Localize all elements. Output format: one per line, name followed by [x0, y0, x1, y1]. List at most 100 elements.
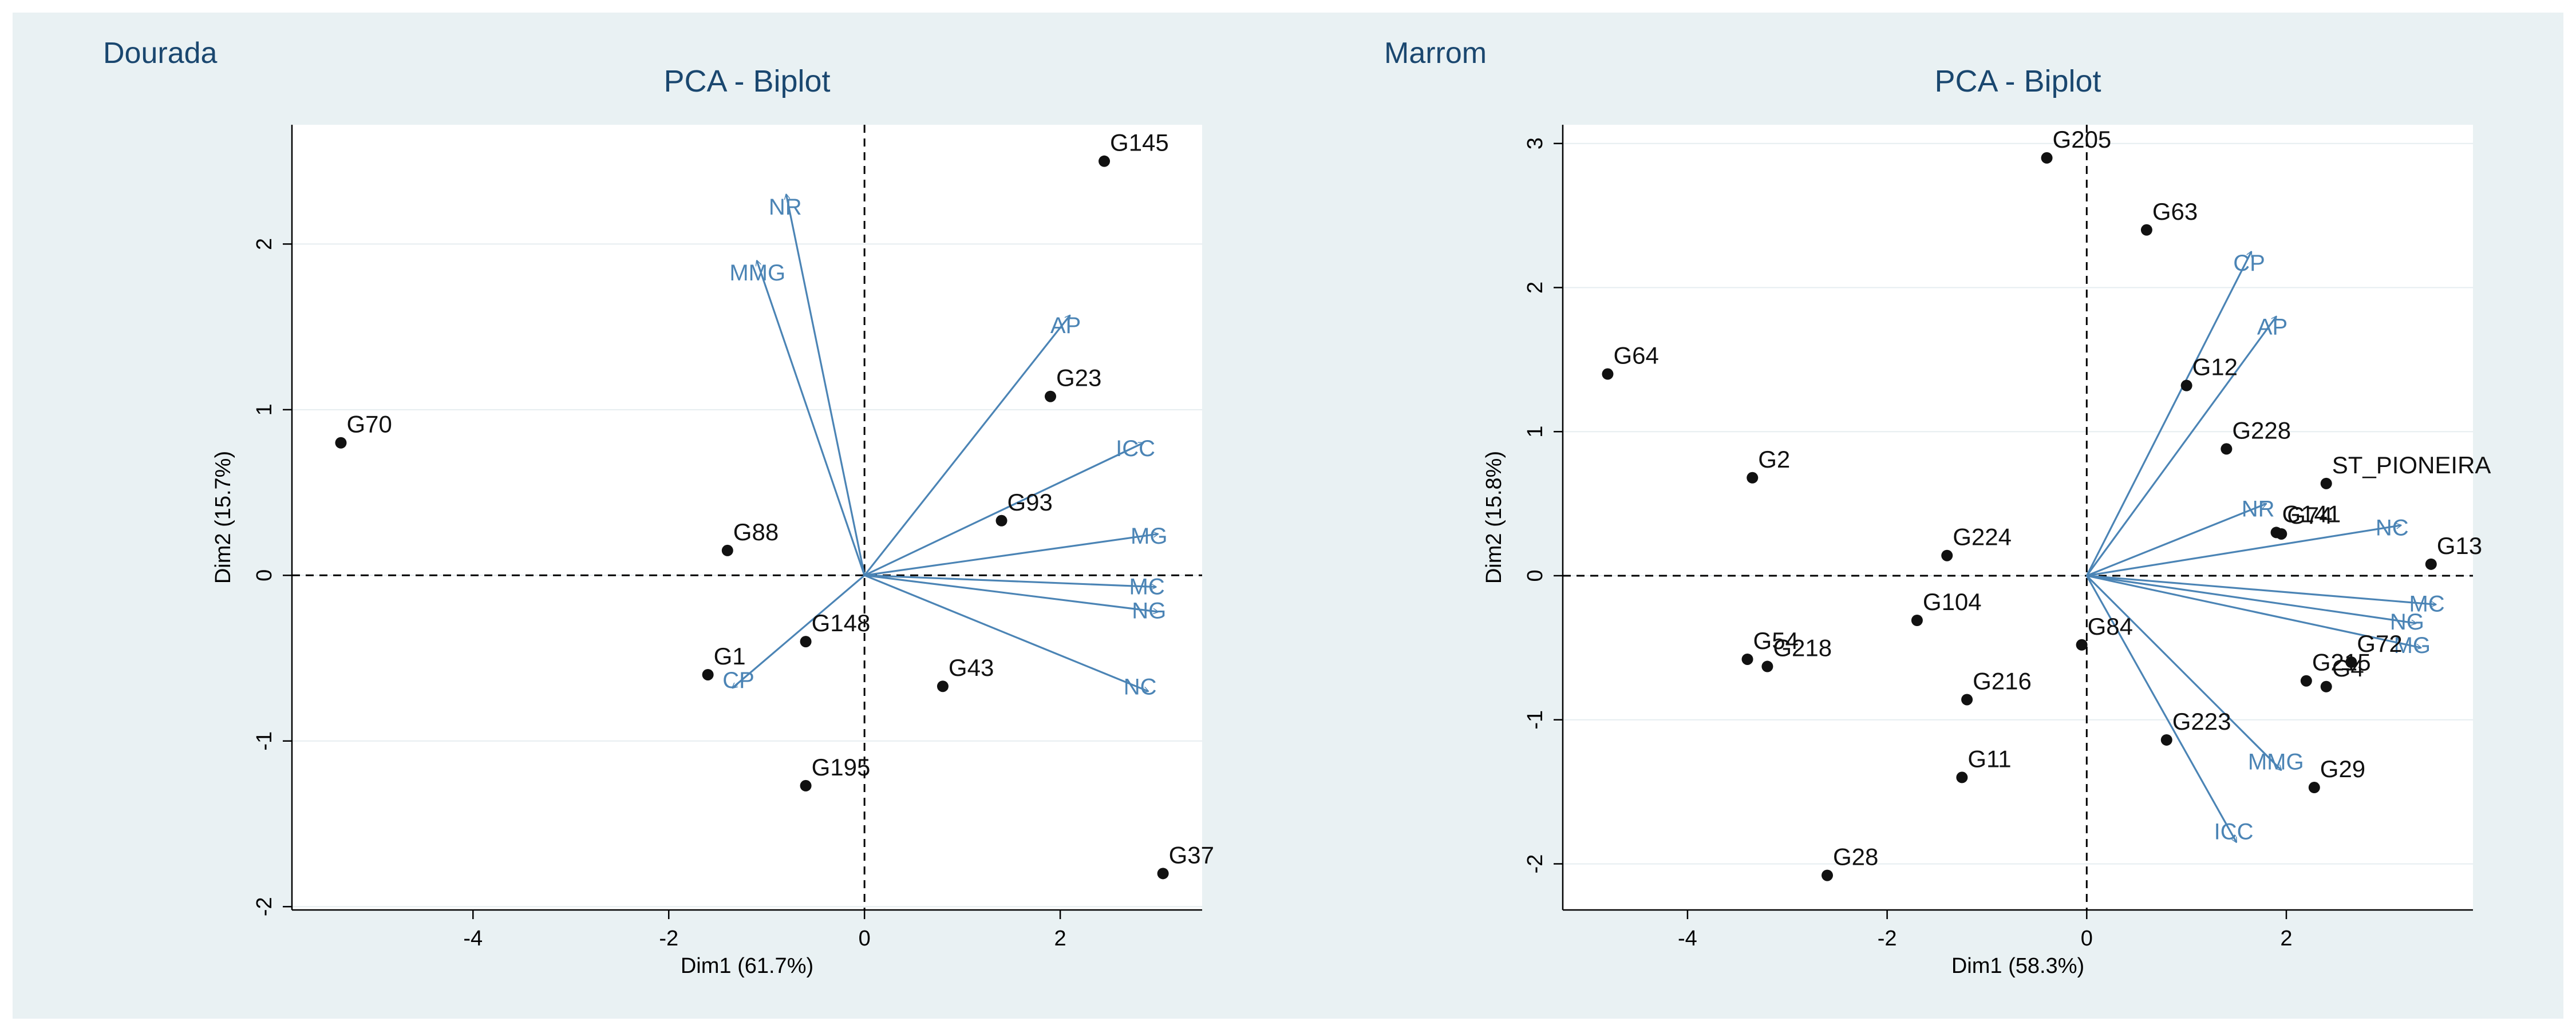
point-label-g215: G215 [2312, 649, 2371, 676]
panel-2: -2 -1 0 1 2 3 -4 -2 0 2 Dim1 (58.3%) Dim2 (15.8%) PC… [1384, 37, 2491, 978]
y-tick-label: -1 [1523, 710, 1547, 730]
vector-label-cp: CP [2233, 251, 2265, 276]
point-label-g1: G1 [714, 643, 746, 670]
vector-arrow-mmg [757, 260, 866, 576]
point-label-g63: G63 [2152, 198, 2198, 225]
vector-arrow-nr [2086, 504, 2266, 577]
y-tick-label: -1 [252, 731, 276, 751]
x-tick-label: 0 [2081, 927, 2093, 951]
point-label-g4: G4 [2332, 655, 2364, 682]
data-point-g205 [2041, 152, 2053, 164]
x-tick-label: -2 [1878, 927, 1897, 951]
vector-arrow-icc [2085, 575, 2238, 842]
vector-label-ng: NG [2390, 609, 2424, 635]
vector-label-cp: CP [722, 668, 754, 693]
data-point-g218 [1761, 660, 1773, 672]
data-point-g215 [2300, 675, 2312, 687]
data-point-g88 [721, 544, 733, 556]
data-point-g84 [2076, 639, 2088, 651]
y-tick-label: 2 [252, 238, 276, 250]
point-label-g224: G224 [1953, 524, 2012, 551]
data-point-st_pioneira [2320, 477, 2332, 489]
data-point-g224 [1941, 549, 1953, 561]
data-point-g4 [2320, 680, 2332, 692]
y-axis-label: Dim2 (15.8%) [1482, 451, 1506, 584]
panel-1: -2 -1 0 1 2 -4 -2 0 2 Dim1 (61.7%) Dim2 (15.7%) PCA… [103, 37, 1214, 978]
x-tick-label: 2 [1054, 927, 1066, 951]
vector-label-ap: AP [2257, 315, 2287, 340]
data-point-g70 [335, 437, 347, 449]
data-point-g72 [2345, 656, 2357, 668]
plot-area [1563, 125, 2473, 910]
point-label-g70: G70 [346, 411, 392, 438]
x-tick-label: -2 [659, 927, 678, 951]
data-point-g28 [1822, 869, 1834, 881]
data-point-g37 [1157, 868, 1169, 880]
point-label-g64: G64 [1613, 342, 1658, 369]
data-point-g74 [2275, 528, 2287, 540]
data-point-g54 [1741, 653, 1753, 665]
vector-arrow-nc [864, 574, 1148, 691]
x-tick-label: 2 [2280, 927, 2292, 951]
point-label-g223: G223 [2172, 708, 2231, 735]
point-label-g12: G12 [2192, 354, 2238, 381]
y-tick-label: 1 [252, 403, 276, 415]
data-point-g148 [800, 636, 812, 648]
vector-arrow-icc [864, 442, 1143, 576]
vector-arrow-cp [732, 575, 866, 688]
vector-label-mmg: MMG [2248, 749, 2304, 774]
vector-arrow-mc [2087, 575, 2436, 604]
vector-arrow-nc [2087, 525, 2401, 577]
chart-title: PCA - Biplot [1934, 64, 2101, 98]
point-label-g54: G54 [1753, 627, 1799, 654]
point-label-g72: G72 [2357, 630, 2402, 657]
point-label-g2: G2 [1758, 446, 1790, 473]
point-label-g216: G216 [1973, 667, 2032, 694]
panel-label: Marrom [1384, 37, 1487, 70]
data-point-g216 [1961, 694, 1973, 706]
x-axis-label: Dim1 (61.7%) [681, 954, 813, 978]
vector-arrow-mc [864, 574, 1156, 587]
point-label-g145: G145 [1110, 129, 1169, 156]
point-label-g23: G23 [1056, 365, 1101, 391]
point-label-g218: G218 [1773, 635, 1832, 662]
x-tick-label: -4 [1678, 927, 1697, 951]
vector-label-ap: AP [1050, 313, 1081, 338]
point-label-g74: G74 [2287, 502, 2332, 529]
vector-label-icc: ICC [1116, 436, 1155, 461]
vector-arrow-mg [2086, 575, 2421, 648]
data-point-g13 [2425, 558, 2437, 570]
vector-label-mc: MC [1129, 575, 1165, 600]
point-label-g84: G84 [2088, 613, 2133, 640]
vector-label-nr: NR [2242, 496, 2275, 521]
point-label-g93: G93 [1008, 489, 1053, 516]
data-point-g43 [937, 680, 949, 692]
vector-arrow-cp [2085, 252, 2253, 576]
vector-arrow-mmg [2086, 575, 2281, 770]
data-point-g1 [702, 668, 714, 680]
x-tick-label: -4 [463, 927, 483, 951]
y-tick-label: 2 [1523, 282, 1547, 294]
y-tick-label: 1 [1523, 426, 1547, 438]
point-label-g228: G228 [2232, 417, 2291, 444]
point-label-g11: G11 [1967, 745, 2011, 772]
vector-label-nc: NC [2376, 515, 2409, 540]
data-point-g29 [2308, 782, 2320, 794]
point-label-g195: G195 [812, 754, 871, 781]
vector-label-ng: NG [1132, 598, 1166, 623]
y-tick-label: 0 [1523, 569, 1547, 581]
vector-label-nr: NR [769, 195, 802, 220]
point-label-g148: G148 [812, 609, 871, 636]
point-label-g141: G141 [2282, 500, 2341, 527]
data-point-g228 [2221, 443, 2233, 455]
vector-label-mg: MG [1131, 524, 1167, 549]
point-label-g104: G104 [1923, 588, 1982, 615]
point-label-g37: G37 [1169, 841, 1214, 868]
vector-arrow-ap [2086, 316, 2276, 576]
point-label-g43: G43 [949, 654, 994, 681]
x-tick-label: 0 [859, 927, 871, 951]
point-label-g29: G29 [2320, 755, 2365, 782]
vector-label-mc: MC [2409, 591, 2444, 616]
point-label-g205: G205 [2053, 126, 2112, 153]
